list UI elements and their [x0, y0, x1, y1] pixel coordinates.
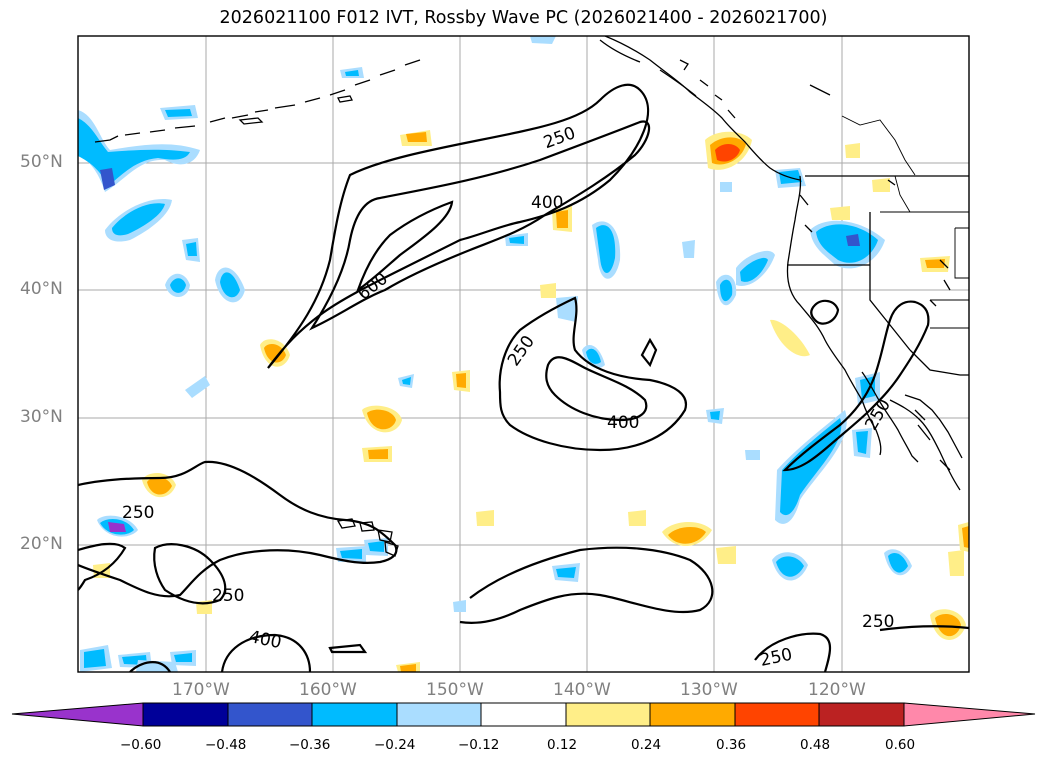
colorbar-tick: −0.60: [120, 737, 162, 753]
colorbar-segment: [227, 702, 313, 727]
lon-label-170w: 170°W: [172, 680, 230, 700]
lat-label-20n: 20°N: [20, 534, 63, 554]
contour-label: 250: [122, 503, 154, 523]
lon-label-130w: 130°W: [680, 680, 738, 700]
lon-label-160w: 160°W: [299, 680, 357, 700]
colorbar-segment: [649, 702, 736, 727]
colorbar-tick: 0.48: [800, 737, 831, 753]
plot-area: [78, 36, 969, 672]
lon-label-140w: 140°W: [553, 680, 611, 700]
lat-label-40n: 40°N: [20, 279, 63, 299]
colorbar-tick: 0.12: [547, 737, 578, 753]
colorbar-tick: 0.36: [716, 737, 747, 753]
ivt-contours: [78, 83, 969, 672]
coastlines: [94, 36, 969, 557]
lat-label-50n: 50°N: [20, 152, 63, 172]
contour-label: 400: [531, 193, 563, 213]
colorbar-tick: −0.48: [205, 737, 247, 753]
colorbar-extend-right: [903, 702, 1036, 727]
colorbar-segment: [311, 702, 398, 727]
contour-label: 250: [212, 586, 244, 606]
colorbar-extend-left: [11, 702, 144, 727]
colorbar-tick: −0.24: [374, 737, 416, 753]
colorbar-segment: [396, 702, 482, 727]
colorbar-tick: −0.12: [458, 737, 500, 753]
lon-label-150w: 150°W: [426, 680, 484, 700]
lon-label-120w: 120°W: [808, 680, 866, 700]
colorbar-tick: 0.60: [885, 737, 916, 753]
map-title: 2026021100 F012 IVT, Rossby Wave PC (202…: [219, 8, 828, 28]
colorbar-segment: [480, 702, 567, 727]
plot-frame: [77, 35, 970, 673]
contour-label: 250: [862, 612, 894, 632]
colorbar: [11, 702, 1036, 727]
lat-label-30n: 30°N: [20, 407, 63, 427]
colorbar-segment: [818, 702, 905, 727]
colorbar-tick: 0.24: [631, 737, 662, 753]
colorbar-segment: [565, 702, 651, 727]
shaded-anomalies: [78, 36, 969, 672]
colorbar-segment: [142, 702, 229, 727]
colorbar-tick: −0.36: [289, 737, 331, 753]
colorbar-segment: [734, 702, 820, 727]
contour-label: 400: [607, 413, 639, 433]
